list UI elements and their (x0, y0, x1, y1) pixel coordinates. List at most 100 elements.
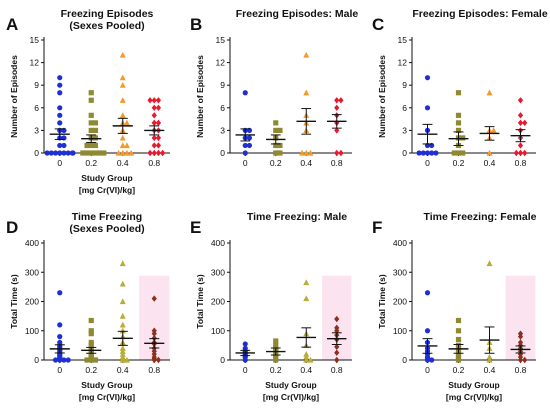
y-tick-label: 400 (211, 238, 225, 248)
y-axis-label: Number of Episodes (195, 55, 205, 138)
y-tick-label: 6 (220, 103, 225, 113)
data-point (92, 120, 99, 126)
data-point (57, 322, 63, 328)
y-axis-label: Number of Episodes (9, 55, 19, 138)
data-point (334, 343, 340, 351)
data-point (455, 127, 462, 133)
data-point (88, 127, 94, 133)
data-point (151, 295, 157, 302)
data-point (517, 112, 524, 119)
data-point (455, 120, 462, 126)
data-point (517, 149, 524, 157)
x-tick-label: 0.4 (484, 365, 496, 375)
data-point (128, 149, 135, 156)
data-point (61, 150, 67, 156)
data-point (92, 135, 99, 141)
panel-letter: D (6, 218, 18, 237)
y-tick-label: 300 (25, 267, 39, 277)
data-point (517, 97, 524, 104)
data-point (151, 142, 157, 149)
data-point (451, 150, 457, 156)
data-point (119, 74, 126, 81)
data-point (119, 112, 126, 118)
data-point (119, 260, 126, 267)
y-tick-label: 100 (211, 326, 225, 336)
data-point (513, 149, 519, 157)
data-point (486, 260, 493, 267)
data-point (88, 120, 94, 126)
data-point (119, 345, 126, 351)
data-point (101, 150, 107, 156)
data-point (429, 150, 435, 156)
data-point (490, 127, 497, 133)
data-point (522, 149, 528, 157)
data-point (119, 312, 126, 319)
data-point (151, 134, 157, 142)
x-axis-units-label: [mg Cr(VI)/kg] (263, 392, 319, 402)
data-point (273, 127, 279, 133)
x-tick-label: 0.4 (484, 158, 496, 168)
data-point (119, 298, 126, 305)
data-point (155, 104, 162, 111)
panel-b: B Freezing Episodes: Male 0 3 6 9 12 15 Number o… (190, 8, 358, 168)
data-point (334, 356, 340, 364)
data-point (92, 150, 99, 156)
data-point (433, 150, 439, 156)
data-point (147, 97, 153, 104)
y-tick-label: 0 (34, 148, 39, 158)
data-point (455, 354, 462, 360)
y-tick-label: 9 (220, 80, 225, 90)
data-point (119, 280, 126, 287)
data-point (460, 135, 466, 141)
x-tick-label: 0 (425, 158, 430, 168)
x-tick-label: 0.8 (515, 365, 527, 375)
data-point (88, 331, 94, 337)
data-point (88, 150, 94, 156)
x-tick-label: 0.4 (117, 365, 129, 375)
y-tick-label: 200 (25, 297, 39, 307)
panel-subtitle: (Sexes Pooled) (69, 20, 144, 32)
data-point (57, 75, 63, 81)
panel-letter: C (372, 15, 384, 34)
data-point (61, 357, 67, 363)
y-tick-label: 15 (216, 35, 226, 45)
data-point (307, 149, 314, 156)
y-axis-label: Number of Episodes (377, 55, 387, 138)
x-tick-label: 0 (57, 158, 62, 168)
data-point (455, 351, 462, 357)
y-tick-label: 100 (25, 326, 39, 336)
data-point (416, 150, 422, 156)
data-point (84, 357, 90, 363)
data-point (115, 149, 122, 156)
y-tick-label: 0 (34, 355, 39, 365)
y-tick-label: 3 (402, 125, 407, 135)
panel-letter: A (6, 15, 18, 34)
data-point (338, 149, 344, 157)
panel-c: C Freezing Episodes: Female 0 3 6 9 12 15 Number… (372, 8, 548, 168)
data-point (486, 89, 493, 96)
data-point (151, 119, 157, 127)
y-tick-label: 9 (34, 80, 39, 90)
data-point (517, 339, 524, 346)
data-point (155, 142, 162, 149)
data-point (303, 89, 310, 96)
data-point (119, 350, 126, 357)
data-point (88, 97, 94, 103)
data-point (242, 341, 248, 347)
data-point (155, 119, 162, 127)
x-tick-label: 0 (57, 365, 62, 375)
data-point (52, 150, 59, 156)
data-point (242, 90, 248, 96)
data-point (44, 150, 50, 156)
data-point (486, 353, 493, 360)
data-point (522, 119, 528, 127)
data-point (486, 149, 493, 156)
y-tick-label: 100 (393, 326, 407, 336)
data-point (57, 142, 63, 149)
data-point (119, 321, 126, 328)
data-point (517, 119, 524, 127)
x-tick-label: 0.8 (515, 158, 527, 168)
data-point (486, 356, 493, 363)
data-point (88, 342, 94, 348)
